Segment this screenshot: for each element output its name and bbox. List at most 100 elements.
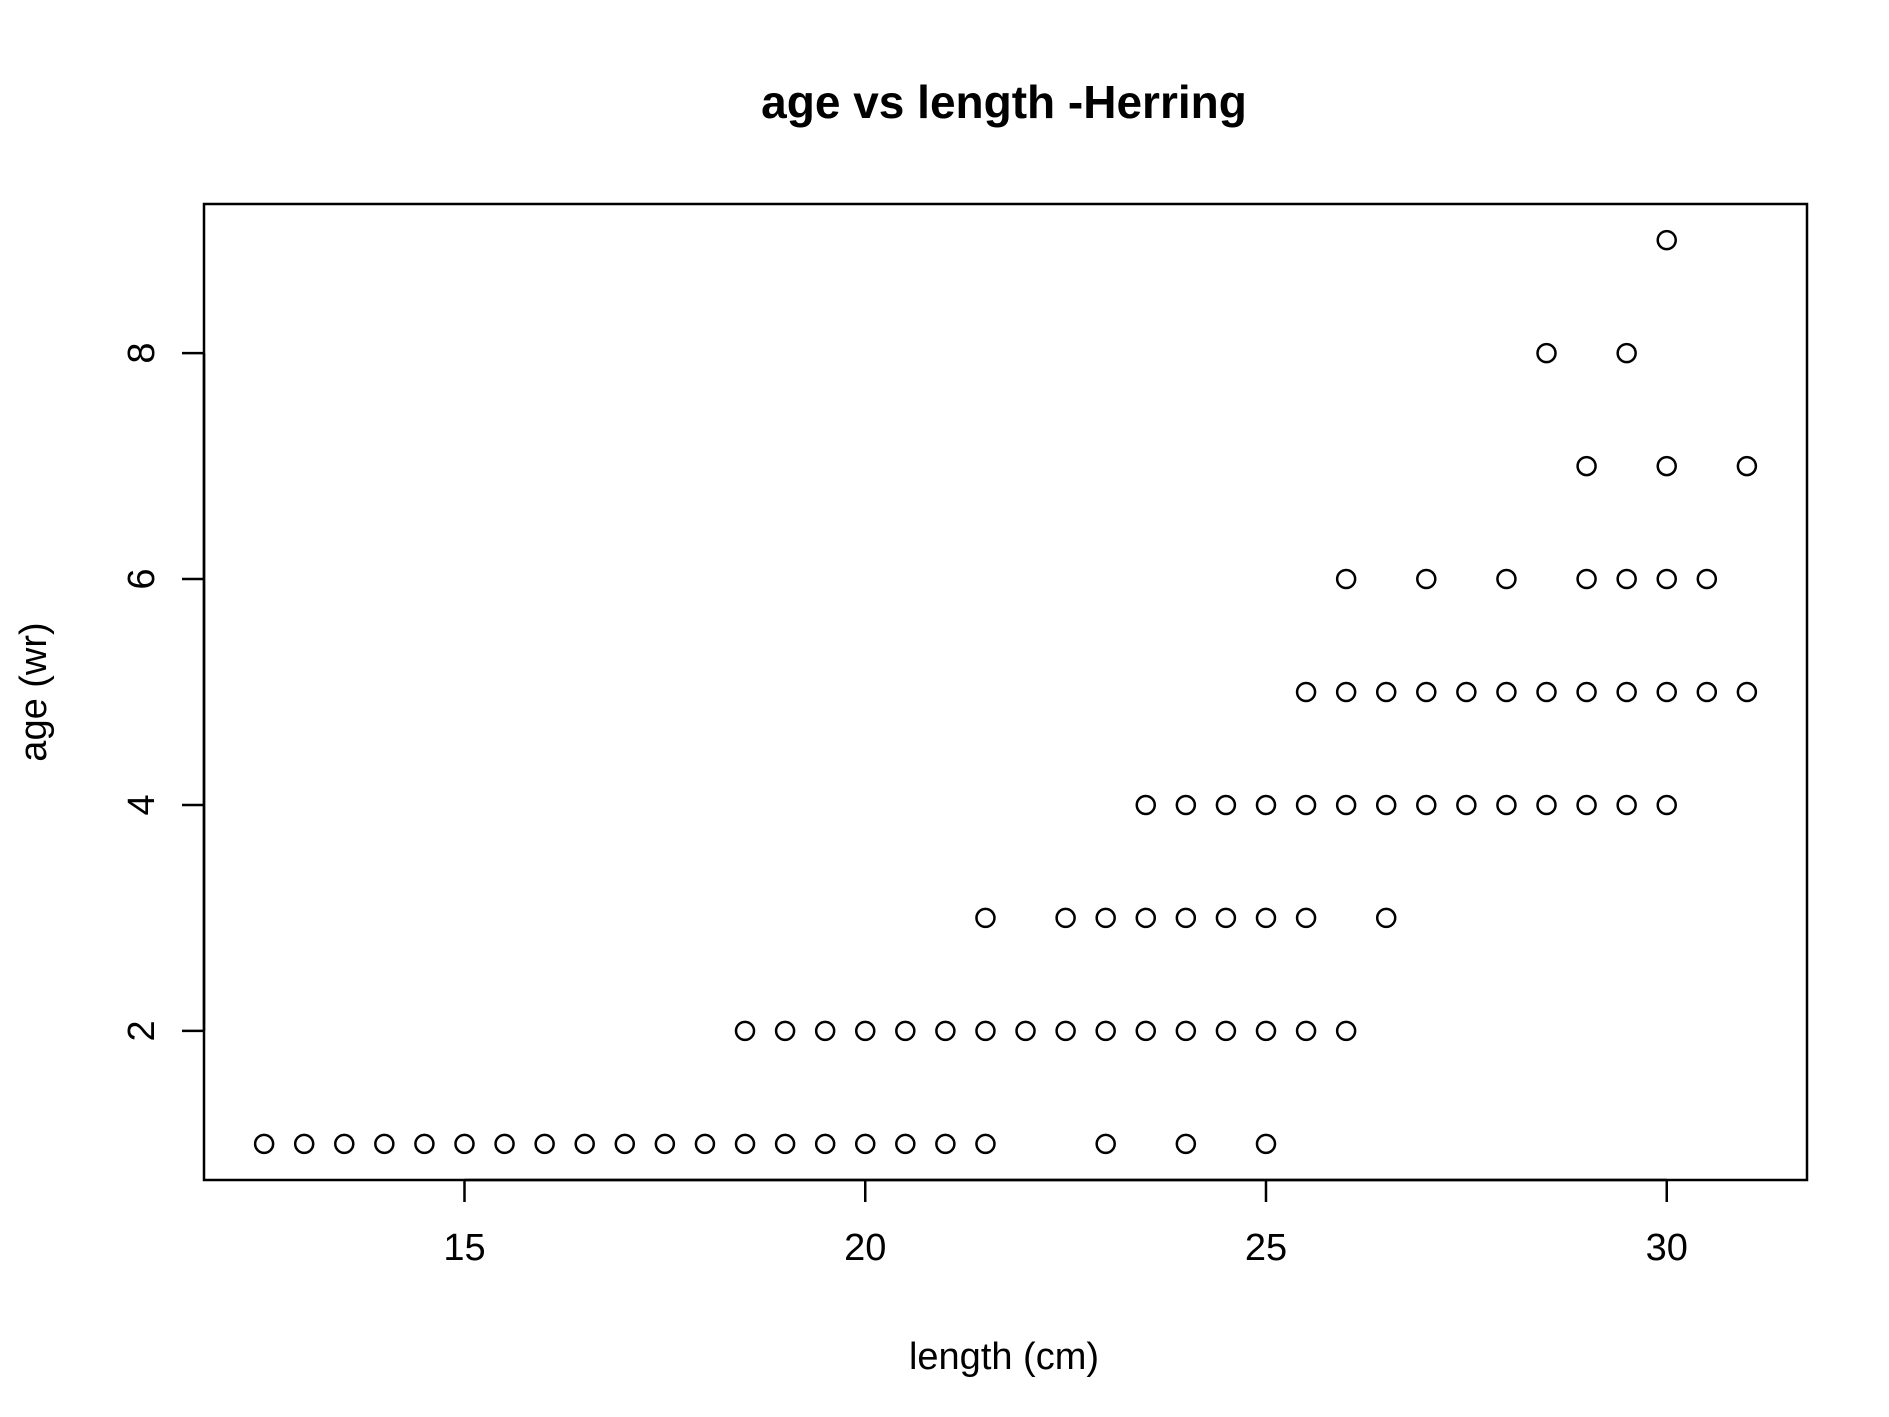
data-point bbox=[1616, 681, 1637, 703]
x-tick-label: 30 bbox=[1646, 1227, 1688, 1269]
data-point bbox=[1536, 794, 1557, 816]
data-point bbox=[1456, 794, 1477, 816]
data-point bbox=[814, 1133, 836, 1155]
chart-title: age vs length -Herring bbox=[761, 76, 1247, 128]
data-point bbox=[1736, 681, 1758, 703]
data-point bbox=[1175, 1133, 1197, 1155]
data-point bbox=[1095, 1020, 1116, 1042]
data-point bbox=[935, 1020, 956, 1042]
data-point bbox=[935, 1133, 956, 1155]
data-point bbox=[1295, 907, 1317, 929]
data-point bbox=[1456, 681, 1477, 703]
data-point bbox=[1175, 1020, 1197, 1042]
data-points bbox=[253, 229, 1758, 1155]
data-point bbox=[975, 1133, 996, 1155]
data-point bbox=[1295, 1020, 1317, 1042]
data-point bbox=[1175, 907, 1197, 929]
data-point bbox=[454, 1133, 475, 1155]
data-point bbox=[1135, 1020, 1157, 1042]
data-point bbox=[1055, 907, 1076, 929]
data-point bbox=[1536, 681, 1557, 703]
data-point bbox=[1656, 568, 1677, 590]
data-point bbox=[1616, 568, 1637, 590]
data-point bbox=[1375, 681, 1397, 703]
data-point bbox=[1255, 1133, 1277, 1155]
y-axis-label: age (wr) bbox=[13, 622, 55, 761]
x-axis: 15 20 25 30 bbox=[443, 1178, 1688, 1269]
data-point bbox=[975, 1020, 996, 1042]
data-point bbox=[614, 1133, 636, 1155]
data-point bbox=[1255, 1020, 1277, 1042]
data-point bbox=[1375, 794, 1397, 816]
data-point bbox=[854, 1133, 876, 1155]
data-point bbox=[1656, 681, 1677, 703]
data-point bbox=[1416, 681, 1437, 703]
data-point bbox=[334, 1133, 355, 1155]
data-point bbox=[1335, 568, 1357, 590]
data-point bbox=[1175, 794, 1197, 816]
data-point bbox=[293, 1133, 315, 1155]
data-point bbox=[1015, 1020, 1036, 1042]
data-point bbox=[854, 1020, 876, 1042]
data-point bbox=[1135, 907, 1157, 929]
y-tick-label: 8 bbox=[121, 343, 163, 364]
data-point bbox=[1255, 907, 1277, 929]
data-point bbox=[1335, 794, 1357, 816]
data-point bbox=[1576, 568, 1597, 590]
data-point bbox=[1215, 794, 1237, 816]
data-point bbox=[1496, 568, 1517, 590]
y-tick-label: 2 bbox=[121, 1020, 163, 1041]
y-tick-label: 6 bbox=[121, 568, 163, 589]
data-point bbox=[895, 1020, 916, 1042]
data-point bbox=[534, 1133, 555, 1155]
data-point bbox=[494, 1133, 515, 1155]
data-point bbox=[1416, 568, 1437, 590]
data-point bbox=[1416, 794, 1437, 816]
data-point bbox=[1335, 1020, 1357, 1042]
data-point bbox=[253, 1133, 275, 1155]
data-point bbox=[1536, 342, 1557, 364]
y-tick-label: 4 bbox=[121, 794, 163, 815]
data-point bbox=[1616, 794, 1637, 816]
data-point bbox=[1616, 342, 1637, 364]
x-tick-label: 20 bbox=[844, 1227, 886, 1269]
data-point bbox=[734, 1020, 756, 1042]
data-point bbox=[1576, 794, 1597, 816]
x-tick-label: 15 bbox=[443, 1227, 485, 1269]
data-point bbox=[1576, 455, 1597, 477]
data-point bbox=[1656, 794, 1677, 816]
data-point bbox=[1295, 681, 1317, 703]
data-point bbox=[1656, 229, 1677, 251]
data-point bbox=[654, 1133, 676, 1155]
data-point bbox=[1375, 907, 1397, 929]
data-point bbox=[1576, 681, 1597, 703]
data-point bbox=[895, 1133, 916, 1155]
data-point bbox=[694, 1133, 716, 1155]
data-point bbox=[774, 1020, 796, 1042]
data-point bbox=[734, 1133, 756, 1155]
data-point bbox=[574, 1133, 595, 1155]
y-axis: 2 4 6 8 bbox=[121, 343, 206, 1041]
data-point bbox=[1656, 455, 1677, 477]
data-point bbox=[1135, 794, 1157, 816]
data-point bbox=[374, 1133, 395, 1155]
data-point bbox=[1696, 681, 1718, 703]
data-point bbox=[1696, 568, 1718, 590]
data-point bbox=[1255, 794, 1277, 816]
x-axis-label: length (cm) bbox=[909, 1336, 1099, 1378]
x-tick-label: 25 bbox=[1245, 1227, 1287, 1269]
data-point bbox=[1055, 1020, 1076, 1042]
data-point bbox=[1736, 455, 1758, 477]
data-point bbox=[1496, 794, 1517, 816]
data-point bbox=[975, 907, 996, 929]
data-point bbox=[1215, 907, 1237, 929]
data-point bbox=[814, 1020, 836, 1042]
data-point bbox=[1295, 794, 1317, 816]
data-point bbox=[1215, 1020, 1237, 1042]
data-point bbox=[1095, 907, 1116, 929]
data-point bbox=[1335, 681, 1357, 703]
data-point bbox=[1095, 1133, 1116, 1155]
data-point bbox=[414, 1133, 435, 1155]
